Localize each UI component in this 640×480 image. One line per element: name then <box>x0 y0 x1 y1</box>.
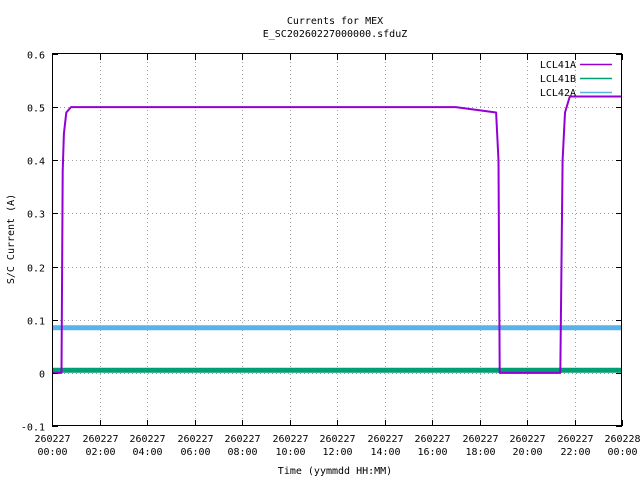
y-tick-label: -0.1 <box>21 423 45 434</box>
x-tick-label: 260227 <box>272 434 308 445</box>
x-tick-label: 260227 <box>224 434 260 445</box>
x-tick-label: 16:00 <box>417 447 447 458</box>
y-tick-label: 0.3 <box>27 210 45 221</box>
x-tick-label: 260227 <box>509 434 545 445</box>
x-tick-label: 08:00 <box>227 447 257 458</box>
y-tick-label: 0.6 <box>27 51 45 62</box>
x-tick-label: 20:00 <box>512 447 542 458</box>
x-tick-label: 10:00 <box>275 447 305 458</box>
x-tick-label: 00:00 <box>607 447 637 458</box>
legend-label: LCL42A <box>540 88 576 99</box>
axis-ticks: -0.1 0 0.1 0.2 0.3 0.4 0.5 0.6 260227 00:00 260227… <box>21 51 640 459</box>
x-tick-label: 00:00 <box>37 447 67 458</box>
x-tick-label: 260227 <box>414 434 450 445</box>
x-tick-label: 260227 <box>462 434 498 445</box>
x-tick-label: 12:00 <box>322 447 352 458</box>
y-tick-label: 0.5 <box>27 104 45 115</box>
y-tick-label: 0 <box>39 370 45 381</box>
x-tick-label: 260227 <box>82 434 118 445</box>
x-tick-label: 260227 <box>557 434 593 445</box>
y-tick-label: 0.2 <box>27 264 45 275</box>
x-tick-label: 260227 <box>319 434 355 445</box>
y-axis-label: S/C Current (A) <box>6 194 17 284</box>
legend-label: LCL41A <box>540 60 576 71</box>
y-tick-label: 0.4 <box>27 157 45 168</box>
plot-series <box>52 95 622 374</box>
x-tick-label: 260228 <box>604 434 640 445</box>
x-tick-label: 06:00 <box>180 447 210 458</box>
legend: LCL41A LCL41B LCL42A <box>540 60 612 99</box>
series-line-lcl41a <box>52 95 622 374</box>
chart-subtitle: E_SC20260227000000.sfduZ <box>263 29 408 40</box>
x-tick-label: 260227 <box>367 434 403 445</box>
x-tick-label: 02:00 <box>85 447 115 458</box>
x-axis-label: Time (yymmdd HH:MM) <box>278 466 392 477</box>
x-tick-label: 14:00 <box>370 447 400 458</box>
x-tick-label: 22:00 <box>560 447 590 458</box>
chart-title: Currents for MEX <box>287 16 383 27</box>
y-tick-label: 0.1 <box>27 317 45 328</box>
x-tick-label: 260227 <box>177 434 213 445</box>
x-tick-label: 04:00 <box>132 447 162 458</box>
legend-label: LCL41B <box>540 74 576 85</box>
x-tick-label: 260227 <box>129 434 165 445</box>
x-tick-label: 260227 <box>34 434 70 445</box>
x-tick-label: 18:00 <box>465 447 495 458</box>
